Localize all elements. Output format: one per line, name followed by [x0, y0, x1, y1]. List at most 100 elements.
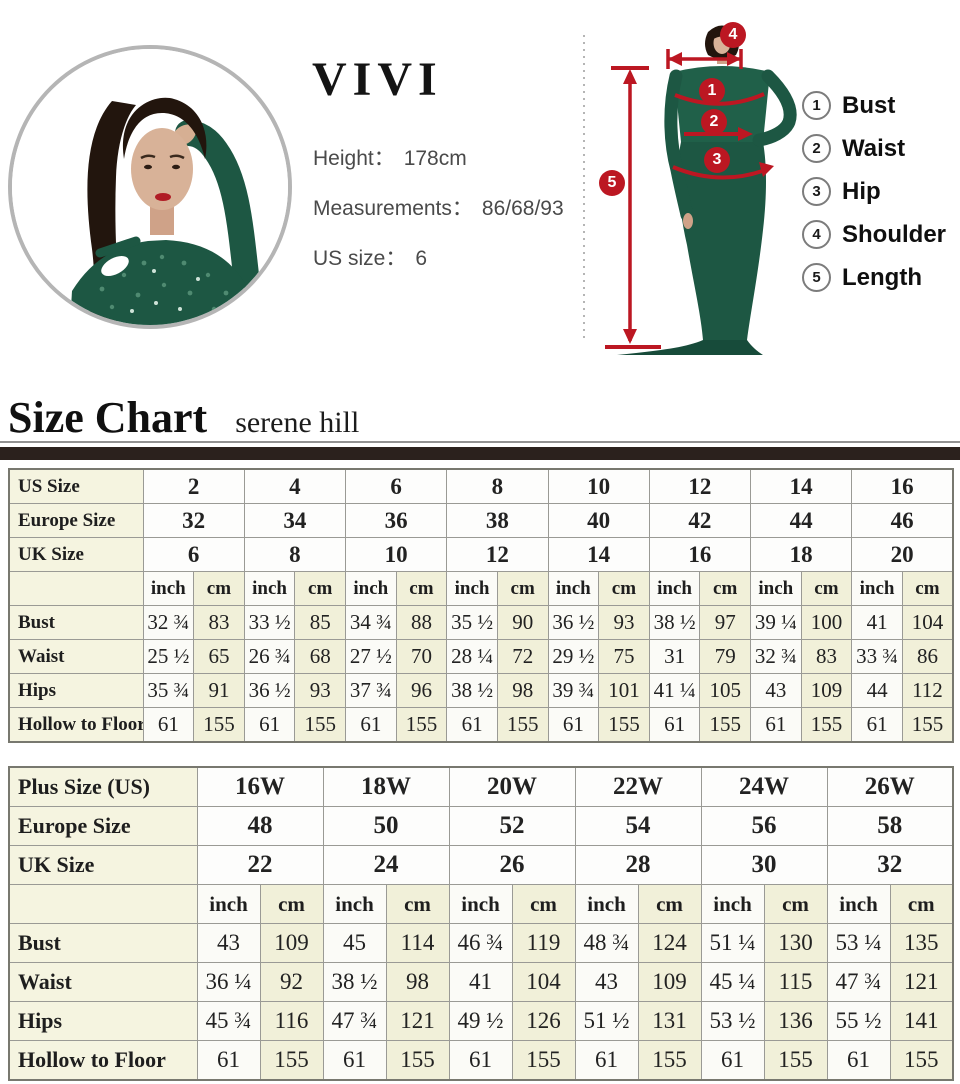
table-cell: 86 [901, 639, 954, 674]
table-cell: 10 [344, 537, 448, 572]
table-cell: 109 [259, 923, 324, 963]
table-cell: 79 [699, 639, 751, 674]
table-cell: 45 ¾ [196, 1001, 261, 1041]
table-cell: 12 [648, 468, 752, 504]
table-cell: 109 [637, 962, 702, 1002]
table-cell: cm [496, 571, 549, 606]
table-cell: 116 [259, 1001, 324, 1041]
table-cell: 47 ¾ [826, 962, 891, 1002]
table-cell: 41 [448, 962, 513, 1002]
table-cell: 30 [700, 845, 828, 885]
table-cell: 109 [800, 673, 853, 708]
table-cell: 51 ½ [574, 1001, 639, 1041]
table-cell: 53 ½ [700, 1001, 765, 1041]
table-cell: 155 [763, 1040, 828, 1081]
table-cell: 61 [196, 1040, 261, 1081]
table-cell: 40 [547, 503, 650, 538]
table-cell: US Size [8, 468, 144, 504]
table-cell: Hips [8, 673, 144, 708]
table-cell: 91 [193, 673, 245, 708]
table-cell: 92 [259, 962, 324, 1002]
table-cell: 8 [243, 537, 347, 572]
table-cell: Hips [8, 1001, 198, 1041]
table-cell: cm [637, 884, 702, 924]
model-height-value: 178cm [403, 147, 467, 170]
table-cell: Europe Size [8, 806, 198, 846]
table-cell: 36 [344, 503, 448, 538]
table-cell: 155 [598, 707, 650, 743]
table-cell: 68 [294, 639, 346, 674]
table-cell: cm [889, 884, 954, 924]
table-cell: cm [511, 884, 576, 924]
table-cell: 155 [511, 1040, 576, 1081]
measurement-row: Waist 25 ½ 65 26 ¾ 68 27 ½ 70 28 ¼ 72 29 ½ 75 31 79 3… [8, 639, 954, 674]
table-cell: 46 [851, 503, 954, 538]
table-cell: 98 [496, 673, 549, 708]
model-measurements-label: Measurements： [313, 197, 473, 220]
table-cell: inch [345, 571, 397, 606]
unit-row: inch cm inch cm inch cm inch cm inch cm inch cm [8, 884, 954, 924]
table-cell: 136 [763, 1001, 828, 1041]
table-cell: 33 ½ [243, 605, 296, 640]
table-cell: 8 [446, 468, 549, 504]
table-cell: 53 ¼ [826, 923, 891, 963]
table-cell: inch [243, 571, 296, 606]
section-heading: Size Chart serene hill [8, 392, 359, 443]
table-cell: 155 [800, 707, 853, 743]
model-height-label: Height： [313, 147, 395, 170]
table-cell: 32 ¾ [142, 605, 195, 640]
model-info-block: Height： 178cm Measurements： 86/68/93 US si… [313, 142, 564, 292]
circled-number-icon: 2 [802, 134, 831, 163]
page-title: Size Chart [8, 393, 208, 442]
table-cell: 10 [547, 468, 650, 504]
table-cell: 104 [511, 962, 576, 1002]
table-cell: 28 [574, 845, 702, 885]
legend-item-waist: 2 Waist [802, 127, 946, 170]
table-cell: 124 [637, 923, 702, 963]
table-cell: 56 [700, 806, 828, 846]
model-us-size: US size： 6 [313, 242, 564, 272]
table-cell: cm [598, 571, 650, 606]
table-cell [8, 884, 198, 924]
legend-item-hip: 3 Hip [802, 170, 946, 213]
table-cell: inch [700, 884, 765, 924]
table-cell: 54 [574, 806, 702, 846]
table-cell: 34 [243, 503, 347, 538]
table-cell: 20 [851, 537, 954, 572]
table-cell: 96 [395, 673, 448, 708]
table-cell: 14 [749, 468, 853, 504]
table-cell: 61 [446, 707, 498, 743]
marker-shoulder: 4 [720, 22, 746, 48]
table-cell: 131 [637, 1001, 702, 1041]
table-cell: 47 ¾ [322, 1001, 387, 1041]
table-cell: 46 ¾ [448, 923, 513, 963]
divider-bar [0, 447, 960, 460]
table-cell: Hollow to Floor [8, 707, 144, 743]
table-cell: cm [294, 571, 346, 606]
table-cell: cm [259, 884, 324, 924]
page-subtitle: serene hill [235, 406, 360, 439]
marker-length: 5 [599, 170, 625, 196]
table-cell: 32 ¾ [750, 639, 802, 674]
table-cell: 51 ¼ [700, 923, 765, 963]
table-cell: 155 [193, 707, 245, 743]
measurement-legend: 1 Bust 2 Waist 3 Hip 4 Shoulder 5 Length [802, 84, 946, 299]
table-cell: 121 [385, 1001, 450, 1041]
size-system-row: Europe Size 48 50 52 54 56 58 [8, 806, 954, 846]
table-cell: 6 [142, 537, 245, 572]
table-cell: 155 [901, 707, 954, 743]
table-cell: 88 [395, 605, 448, 640]
table-cell: 44 [851, 673, 903, 708]
table-cell: 16W [196, 766, 324, 807]
table-cell: 28 ¼ [446, 639, 498, 674]
table-cell: 155 [294, 707, 346, 743]
table-cell: 155 [395, 707, 448, 743]
table-cell: cm [395, 571, 448, 606]
table-cell: 52 [448, 806, 576, 846]
legend-item-bust: 1 Bust [802, 84, 946, 127]
table-cell: 33 ¾ [851, 639, 903, 674]
table-cell: 119 [511, 923, 576, 963]
circled-number-icon: 5 [802, 263, 831, 292]
table-cell: 41 ¼ [648, 673, 701, 708]
